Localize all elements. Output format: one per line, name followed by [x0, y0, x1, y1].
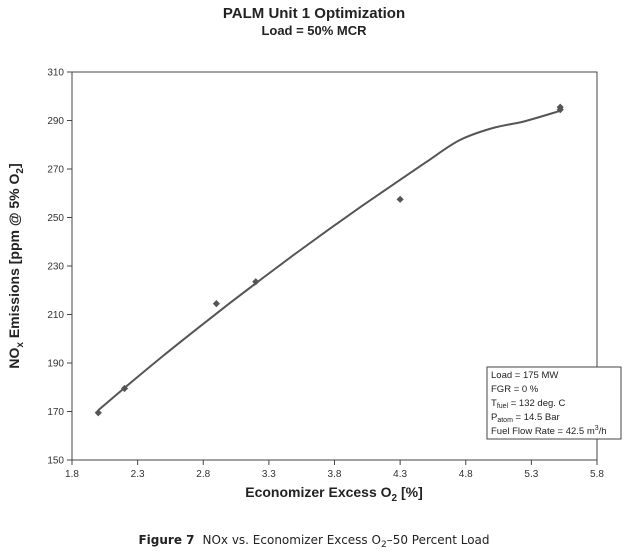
y-tick-label: 250: [47, 213, 64, 224]
figure-caption: Figure 7 NOx vs. Economizer Excess O2–50 …: [138, 533, 489, 550]
x-tick-label: 1.8: [65, 469, 79, 480]
y-axis-label: NOx Emissions [ppm @ 5% O2]: [6, 163, 26, 368]
y-axis: 150 170 190 210 230 250 270 290 310: [47, 68, 72, 467]
data-point: [396, 195, 404, 203]
annotation-box: Load = 175 MW FGR = 0 % Tfuel = 132 deg.…: [486, 366, 622, 440]
data-points: [94, 103, 564, 417]
y-tick-label: 210: [47, 310, 64, 321]
chart-title: PALM Unit 1 Optimization: [223, 5, 405, 22]
data-point: [556, 103, 564, 111]
y-tick-label: 310: [47, 68, 64, 79]
x-tick-label: 4.8: [459, 469, 473, 480]
y-tick-label: 170: [47, 407, 64, 418]
x-tick-label: 4.3: [393, 469, 407, 480]
x-tick-label: 3.3: [262, 469, 276, 480]
y-tick-label: 230: [47, 262, 64, 273]
x-axis: 1.8 2.3 2.8 3.3 3.8 4.3 4.8 5.3 5.8: [65, 460, 604, 480]
x-tick-label: 5.3: [524, 469, 538, 480]
chart-subtitle: Load = 50% MCR: [261, 23, 367, 38]
trendline: [97, 109, 561, 412]
annotation-load: Load = 175 MW: [491, 370, 558, 381]
data-point: [252, 278, 260, 286]
data-point: [94, 409, 102, 417]
x-tick-label: 2.8: [196, 469, 210, 480]
data-point: [212, 299, 220, 308]
x-tick-label: 5.8: [590, 469, 604, 480]
annotation-patom: Patom = 14.5 Bar: [491, 412, 560, 424]
x-tick-label: 3.8: [328, 469, 342, 480]
data-point: [120, 384, 129, 393]
y-tick-label: 190: [47, 359, 64, 370]
y-tick-label: 150: [47, 456, 64, 467]
annotation-tfuel: Tfuel = 132 deg. C: [491, 398, 566, 410]
y-tick-label: 270: [47, 165, 64, 176]
y-tick-label: 290: [47, 116, 64, 127]
annotation-fgr: FGR = 0 %: [491, 384, 539, 395]
annotation-flow: Fuel Flow Rate = 42.5 m3/h: [491, 425, 607, 437]
x-tick-label: 2.3: [131, 469, 145, 480]
x-axis-label: Economizer Excess O2 [%]: [245, 484, 423, 504]
